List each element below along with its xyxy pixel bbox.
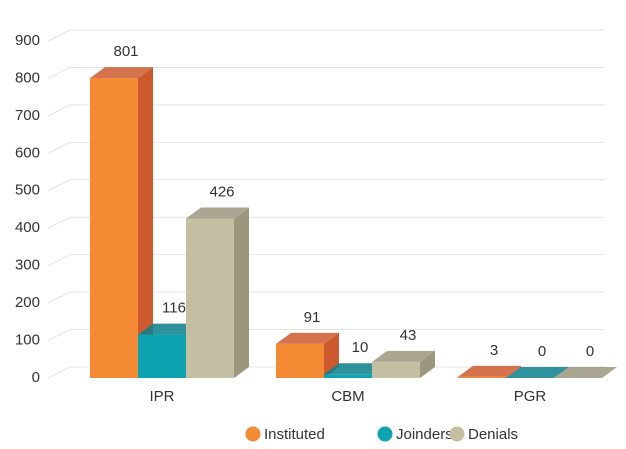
x-tick-label: IPR [149,388,174,405]
bar-side [420,350,435,378]
y-tick-label: 900 [15,32,40,49]
bar-side [234,207,249,378]
legend-label: Denials [468,426,518,443]
legend-marker [377,426,393,442]
bar-side [506,365,521,378]
y-tick-label: 800 [15,69,40,86]
legend-label: Joinders [396,426,453,443]
y-tick-label: 600 [15,144,40,161]
grid-line [47,291,71,304]
value-label: 0 [538,343,546,360]
value-label: 116 [162,300,186,317]
bar [324,374,372,378]
bar-top [186,207,249,219]
value-label: 43 [400,327,417,344]
y-tick-label: 100 [15,332,40,349]
legend-marker [245,426,261,442]
grid-line [47,254,71,267]
grid-line [47,141,71,154]
grid-line [47,329,71,342]
bar [372,361,420,378]
bar [90,78,138,378]
bar-top [276,332,339,344]
bar-top [506,367,569,378]
y-tick-label: 300 [15,257,40,274]
bar [458,376,506,378]
y-tick-label: 0 [32,369,40,386]
x-tick-label: CBM [331,388,364,405]
value-label: 0 [586,343,594,360]
bar-top [372,350,435,362]
bar-top [90,67,153,79]
grid-line [47,66,71,79]
legend-marker [449,426,465,442]
value-label: 91 [304,309,321,326]
value-label: 801 [113,43,138,60]
grid-line [47,216,71,229]
bar-side [138,67,153,378]
value-label: 10 [352,339,369,356]
y-tick-label: 700 [15,107,40,124]
bar-top [458,365,521,377]
bar [138,334,186,378]
x-tick-label: PGR [514,388,547,405]
grid-line [47,179,71,192]
y-tick-label: 400 [15,219,40,236]
bar [186,218,234,378]
bar-top [554,367,617,378]
bar-top [324,363,387,375]
grid-line [47,366,71,379]
bar-top [138,323,201,335]
value-label: 3 [490,342,498,359]
y-tick-label: 200 [15,294,40,311]
grid-line [47,104,71,117]
value-label: 426 [209,183,234,200]
y-tick-label: 500 [15,182,40,199]
grid-line [47,29,71,42]
legend-label: Instituted [264,426,325,443]
bar [276,343,324,378]
